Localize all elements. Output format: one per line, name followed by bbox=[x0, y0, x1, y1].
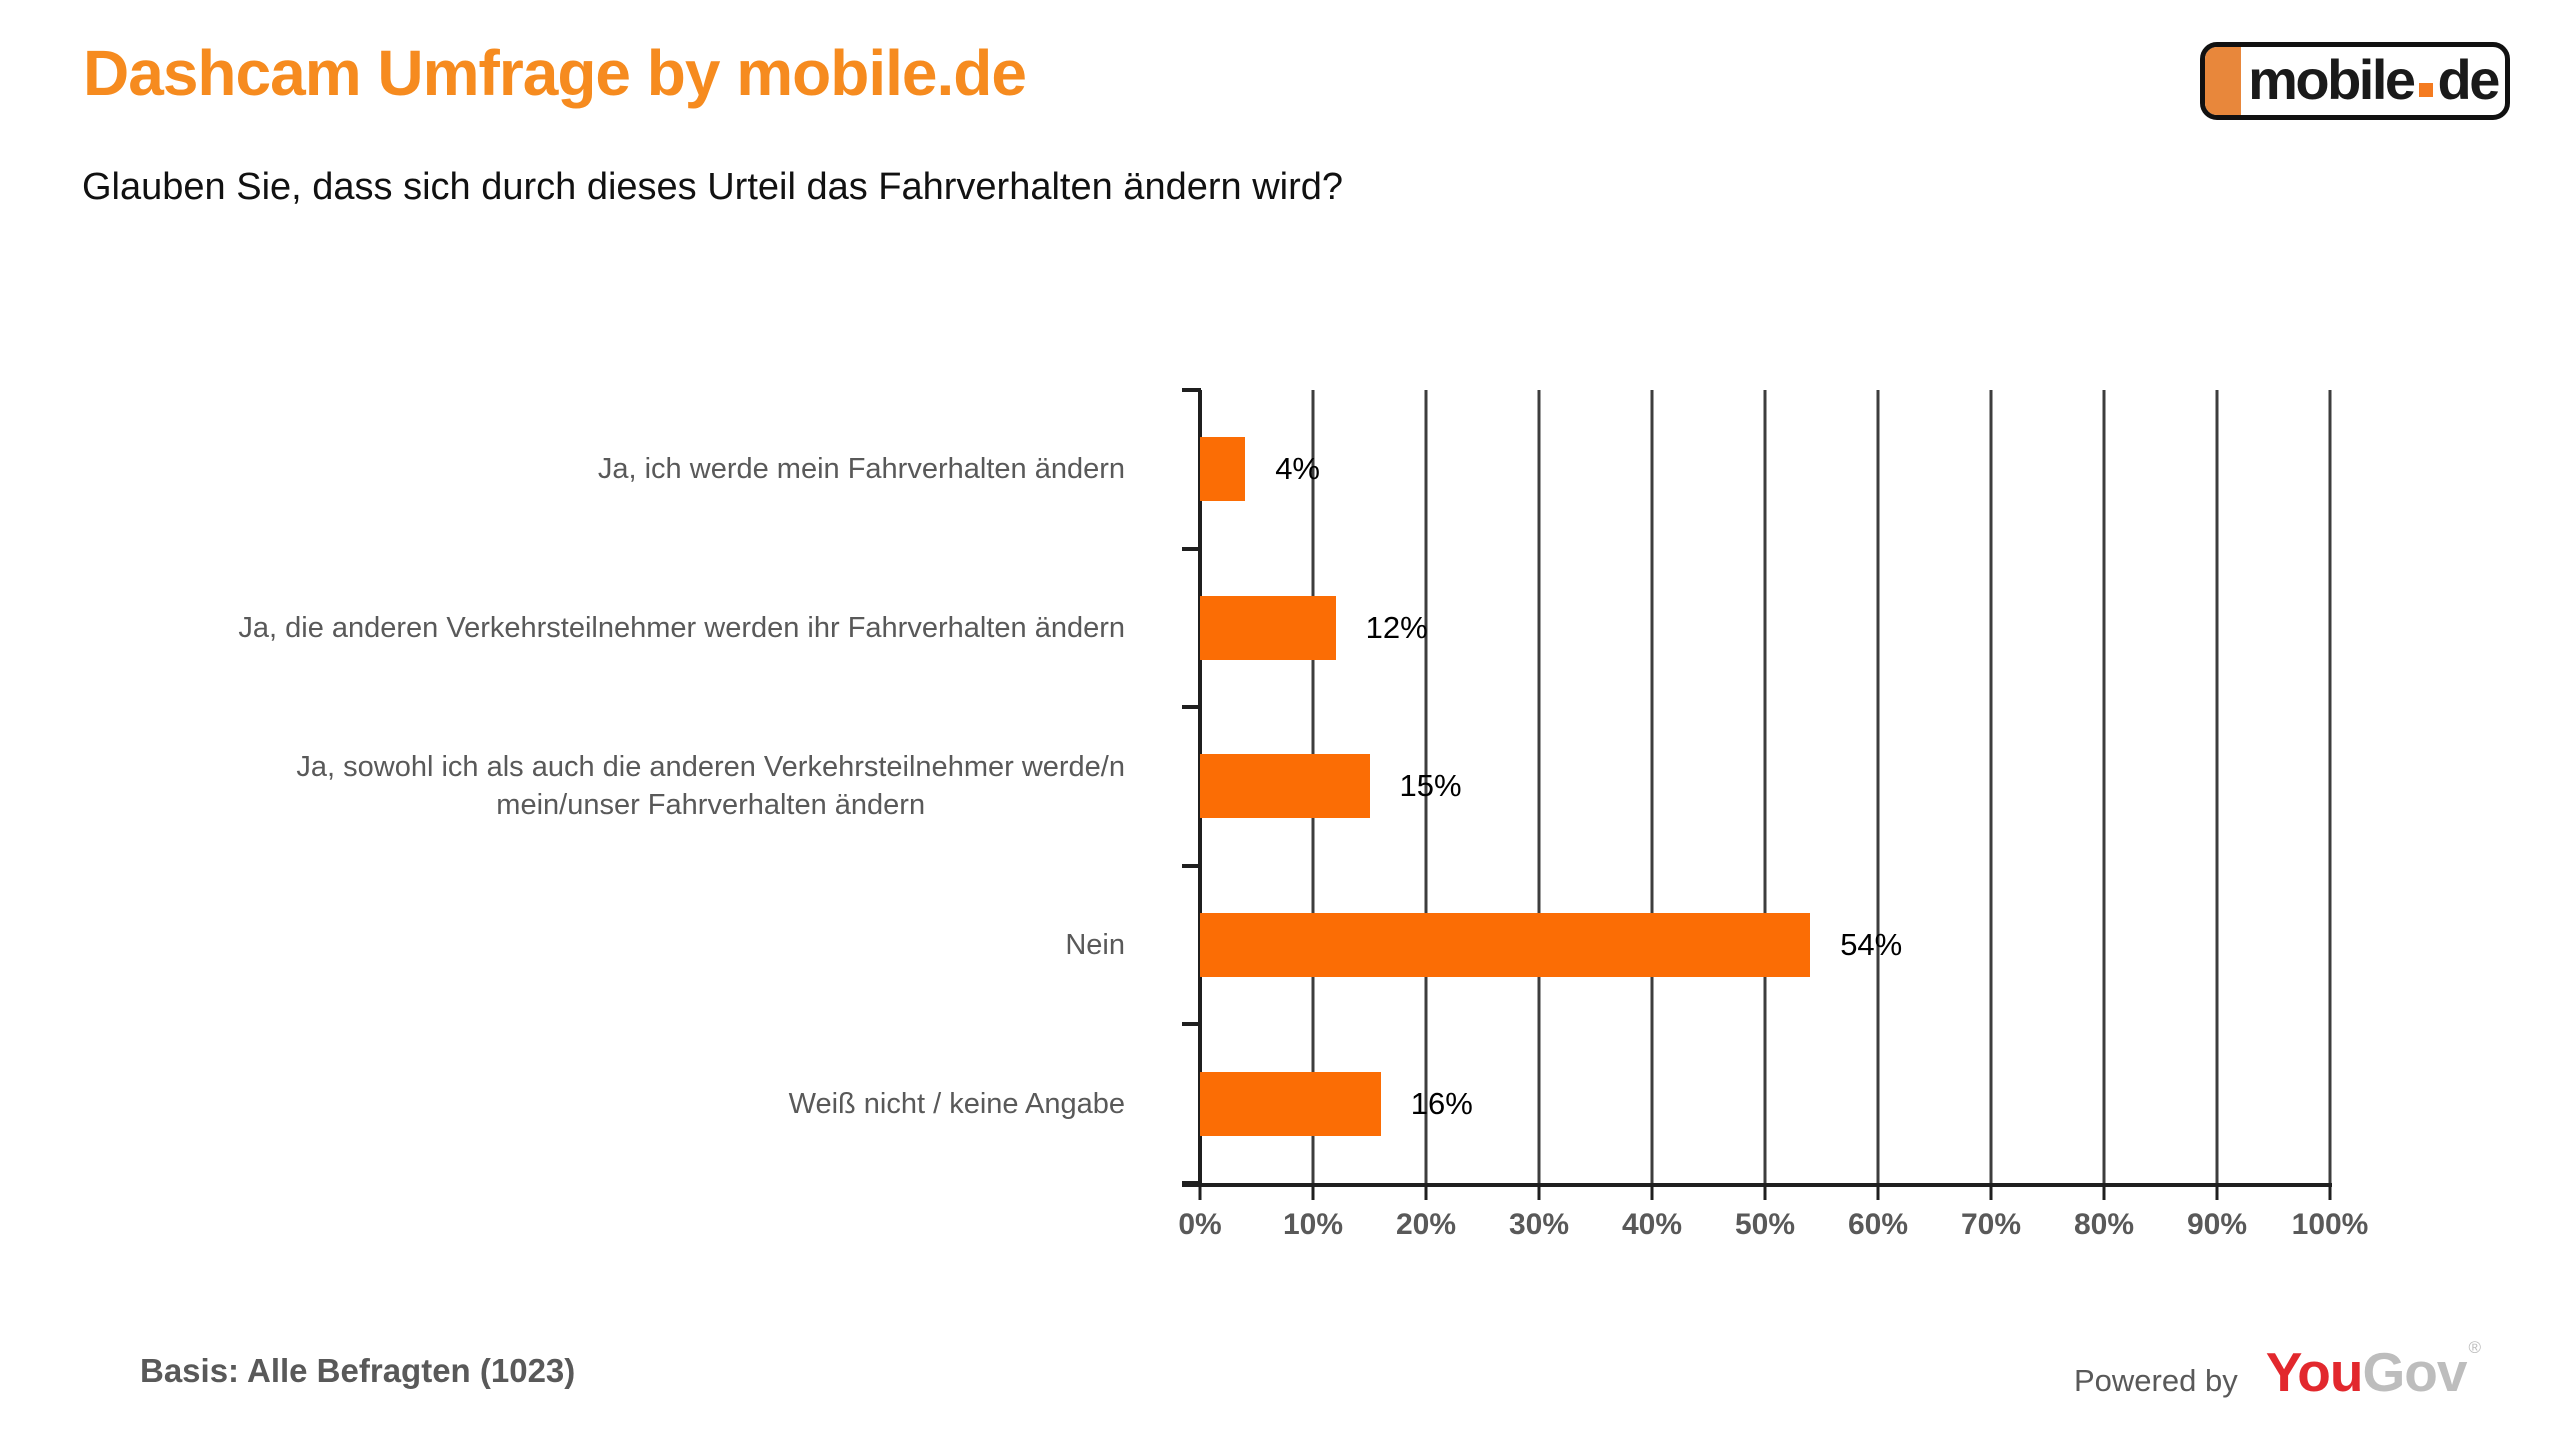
x-axis-tick bbox=[1424, 1187, 1428, 1200]
bar bbox=[1200, 595, 1336, 660]
value-label: 12% bbox=[1365, 609, 1428, 645]
y-axis-tick bbox=[1182, 1022, 1201, 1027]
x-axis-tick bbox=[1876, 1187, 1880, 1200]
gridline bbox=[1763, 390, 1767, 1183]
yougov-logo: YouGov ® bbox=[2265, 1338, 2481, 1404]
bar bbox=[1200, 754, 1370, 819]
yougov-logo-gov: Gov bbox=[2362, 1341, 2468, 1403]
gridline bbox=[2328, 390, 2332, 1183]
value-label: 4% bbox=[1275, 451, 1320, 487]
x-axis-tick bbox=[1311, 1187, 1315, 1200]
x-axis-tick bbox=[1198, 1187, 1202, 1200]
value-label: 54% bbox=[1840, 927, 1903, 963]
y-axis-tick bbox=[1182, 388, 1201, 392]
x-axis-tick-marks bbox=[1198, 1187, 2332, 1203]
logo-orange-block bbox=[2205, 47, 2241, 115]
bar bbox=[1200, 437, 1246, 502]
gridline bbox=[1537, 390, 1541, 1183]
registered-trademark-icon: ® bbox=[2468, 1338, 2480, 1357]
y-axis-tick bbox=[1182, 863, 1201, 868]
gridline bbox=[2102, 390, 2106, 1183]
category-label: Weiß nicht / keine Angabe bbox=[788, 1087, 1125, 1120]
gridline bbox=[2215, 390, 2219, 1183]
category-labels: Ja, ich werde mein Fahrverhalten ändern J… bbox=[83, 390, 1125, 1183]
x-axis-tick bbox=[2215, 1187, 2219, 1200]
x-axis-tick bbox=[2102, 1187, 2106, 1200]
gridline bbox=[1989, 390, 1993, 1183]
category-row: Weiß nicht / keine Angabe bbox=[83, 1024, 1125, 1183]
category-row: Ja, sowohl ich als auch die anderen Verk… bbox=[83, 707, 1125, 866]
logo-text: mobile de bbox=[2241, 47, 2505, 115]
bar-row: 12% bbox=[1200, 549, 2330, 708]
category-row: Ja, ich werde mein Fahrverhalten ändern bbox=[83, 390, 1125, 549]
bar bbox=[1200, 913, 1811, 978]
value-label: 15% bbox=[1399, 768, 1462, 804]
powered-by-label: Powered by bbox=[2073, 1363, 2238, 1398]
x-tick-label: 30% bbox=[1508, 1208, 1570, 1241]
x-tick-label: 20% bbox=[1395, 1208, 1457, 1241]
x-axis-tick bbox=[1537, 1187, 1541, 1200]
x-axis-tick bbox=[1989, 1187, 1993, 1200]
x-axis-tick bbox=[2328, 1187, 2332, 1200]
powered-by-block: Powered by YouGov ® bbox=[2073, 1338, 2481, 1404]
logo-dot-icon bbox=[2418, 83, 2433, 97]
category-row: Nein bbox=[83, 866, 1125, 1025]
x-tick-label: 50% bbox=[1734, 1208, 1796, 1241]
page-title: Dashcam Umfrage by mobile.de bbox=[83, 37, 1027, 109]
category-row: Ja, die anderen Verkehrsteilnehmer werde… bbox=[83, 549, 1125, 708]
gridline bbox=[1424, 390, 1428, 1183]
x-tick-label: 90% bbox=[2186, 1208, 2248, 1241]
x-tick-label: 0% bbox=[1178, 1208, 1222, 1241]
bars-container: 4% 12% 15% 54% 16% bbox=[1200, 390, 2330, 1183]
x-tick-label: 40% bbox=[1621, 1208, 1683, 1241]
x-axis-tick bbox=[1650, 1187, 1654, 1200]
bar-row: 16% bbox=[1200, 1024, 2330, 1183]
y-axis-tick bbox=[1182, 546, 1201, 551]
bar-row: 15% bbox=[1200, 707, 2330, 866]
x-tick-label: 100% bbox=[2291, 1208, 2369, 1241]
x-tick-label: 10% bbox=[1282, 1208, 1344, 1241]
gridline bbox=[1650, 390, 1654, 1183]
gridline bbox=[1876, 390, 1880, 1183]
x-axis-line bbox=[1182, 1183, 2332, 1187]
mobile-de-logo: mobile de bbox=[2200, 42, 2510, 120]
bar-row: 4% bbox=[1200, 390, 2330, 549]
y-axis-ticks bbox=[1182, 388, 1201, 1185]
category-label: Nein bbox=[1065, 929, 1125, 962]
category-label: Ja, ich werde mein Fahrverhalten ändern bbox=[597, 453, 1125, 486]
x-tick-label: 60% bbox=[1847, 1208, 1909, 1241]
x-axis-labels: 0% 10% 20% 30% 40% 50% 60% 70% 80% 90% 100% bbox=[1178, 1208, 2368, 1252]
logo-text-mobile: mobile bbox=[2248, 48, 2416, 111]
yougov-logo-you: You bbox=[2265, 1341, 2364, 1403]
x-tick-label: 70% bbox=[1960, 1208, 2022, 1241]
bar-row: 54% bbox=[1200, 866, 2330, 1025]
category-label: Ja, die anderen Verkehrsteilnehmer werde… bbox=[238, 611, 1125, 644]
value-label: 16% bbox=[1410, 1085, 1473, 1121]
logo-text-de: de bbox=[2437, 48, 2501, 111]
y-axis-tick bbox=[1182, 705, 1201, 710]
bar bbox=[1200, 1071, 1381, 1136]
survey-question: Glauben Sie, dass sich durch dieses Urte… bbox=[82, 166, 1343, 208]
basis-note: Basis: Alle Befragten (1023) bbox=[140, 1352, 576, 1389]
x-tick-label: 80% bbox=[2073, 1208, 2135, 1241]
category-label: Ja, sowohl ich als auch die anderen Verk… bbox=[296, 751, 1125, 822]
x-axis-tick bbox=[1763, 1187, 1767, 1200]
